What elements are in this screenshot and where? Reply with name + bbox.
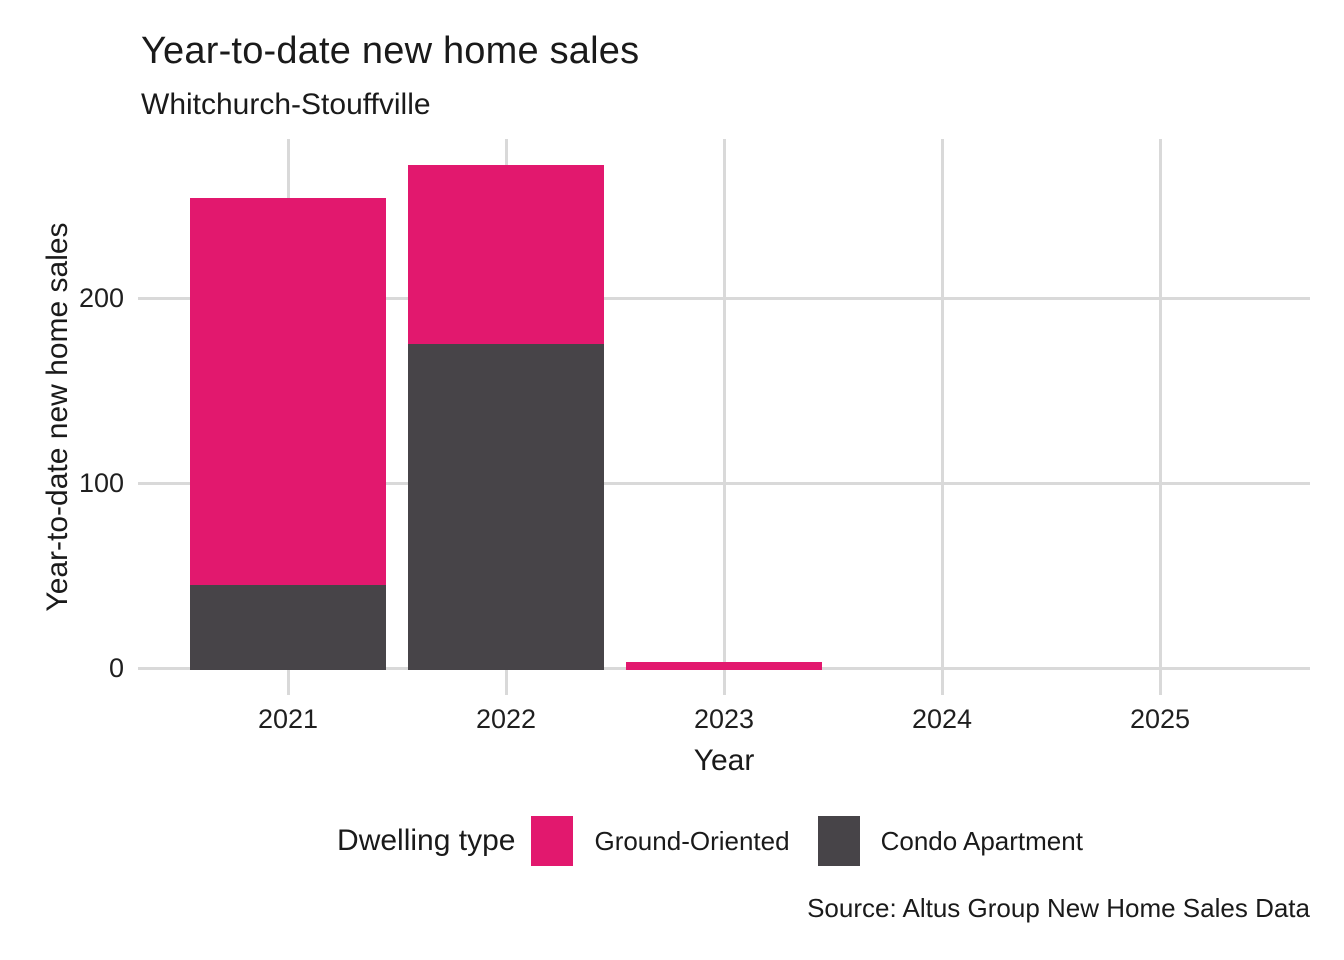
legend-swatch-icon [817,816,860,866]
bar-segment-ground-oriented [190,198,386,585]
bar-segment-condo-apartment [408,344,604,670]
horizontal-gridline [138,296,1310,300]
chart-subtitle: Whitchurch-Stouffville [141,88,431,121]
legend-title: Dwelling type [337,824,516,857]
x-axis-tick [504,669,508,695]
legend-swatch-icon [531,816,574,866]
vertical-gridline [940,139,944,669]
y-tick-label: 200 [78,283,124,313]
y-tick-label: 0 [108,653,124,683]
legend-label: Condo Apartment [880,825,1083,856]
source-credit: Source: Altus Group New Home Sales Data [807,893,1310,923]
x-tick-label: 2022 [475,704,537,734]
x-tick-label: 2021 [257,704,319,734]
y-tick-label: 100 [78,468,124,498]
bar-segment-ground-oriented [626,662,822,670]
x-tick-label: 2025 [1129,704,1191,734]
legend: Dwelling type Ground-Oriented Condo Apart… [138,806,1310,876]
x-axis-tick [722,669,726,695]
vertical-gridline [722,139,726,669]
vertical-gridline [1158,139,1162,669]
chart-title: Year-to-date new home sales [141,30,640,72]
x-axis-tick [1158,669,1162,695]
legend-item: Ground-Oriented [531,816,790,866]
bar-segment-condo-apartment [190,584,386,670]
x-axis-title: Year [693,744,755,777]
x-tick-label: 2024 [911,704,973,734]
x-tick-label: 2023 [693,704,755,734]
x-axis-tick [940,669,944,695]
bar-segment-ground-oriented [408,164,604,345]
horizontal-gridline [138,481,1310,485]
legend-item: Condo Apartment [817,816,1083,866]
legend-items: Ground-Oriented Condo Apartment [531,816,1110,866]
legend-label: Ground-Oriented [594,825,790,856]
x-axis-tick [286,669,290,695]
